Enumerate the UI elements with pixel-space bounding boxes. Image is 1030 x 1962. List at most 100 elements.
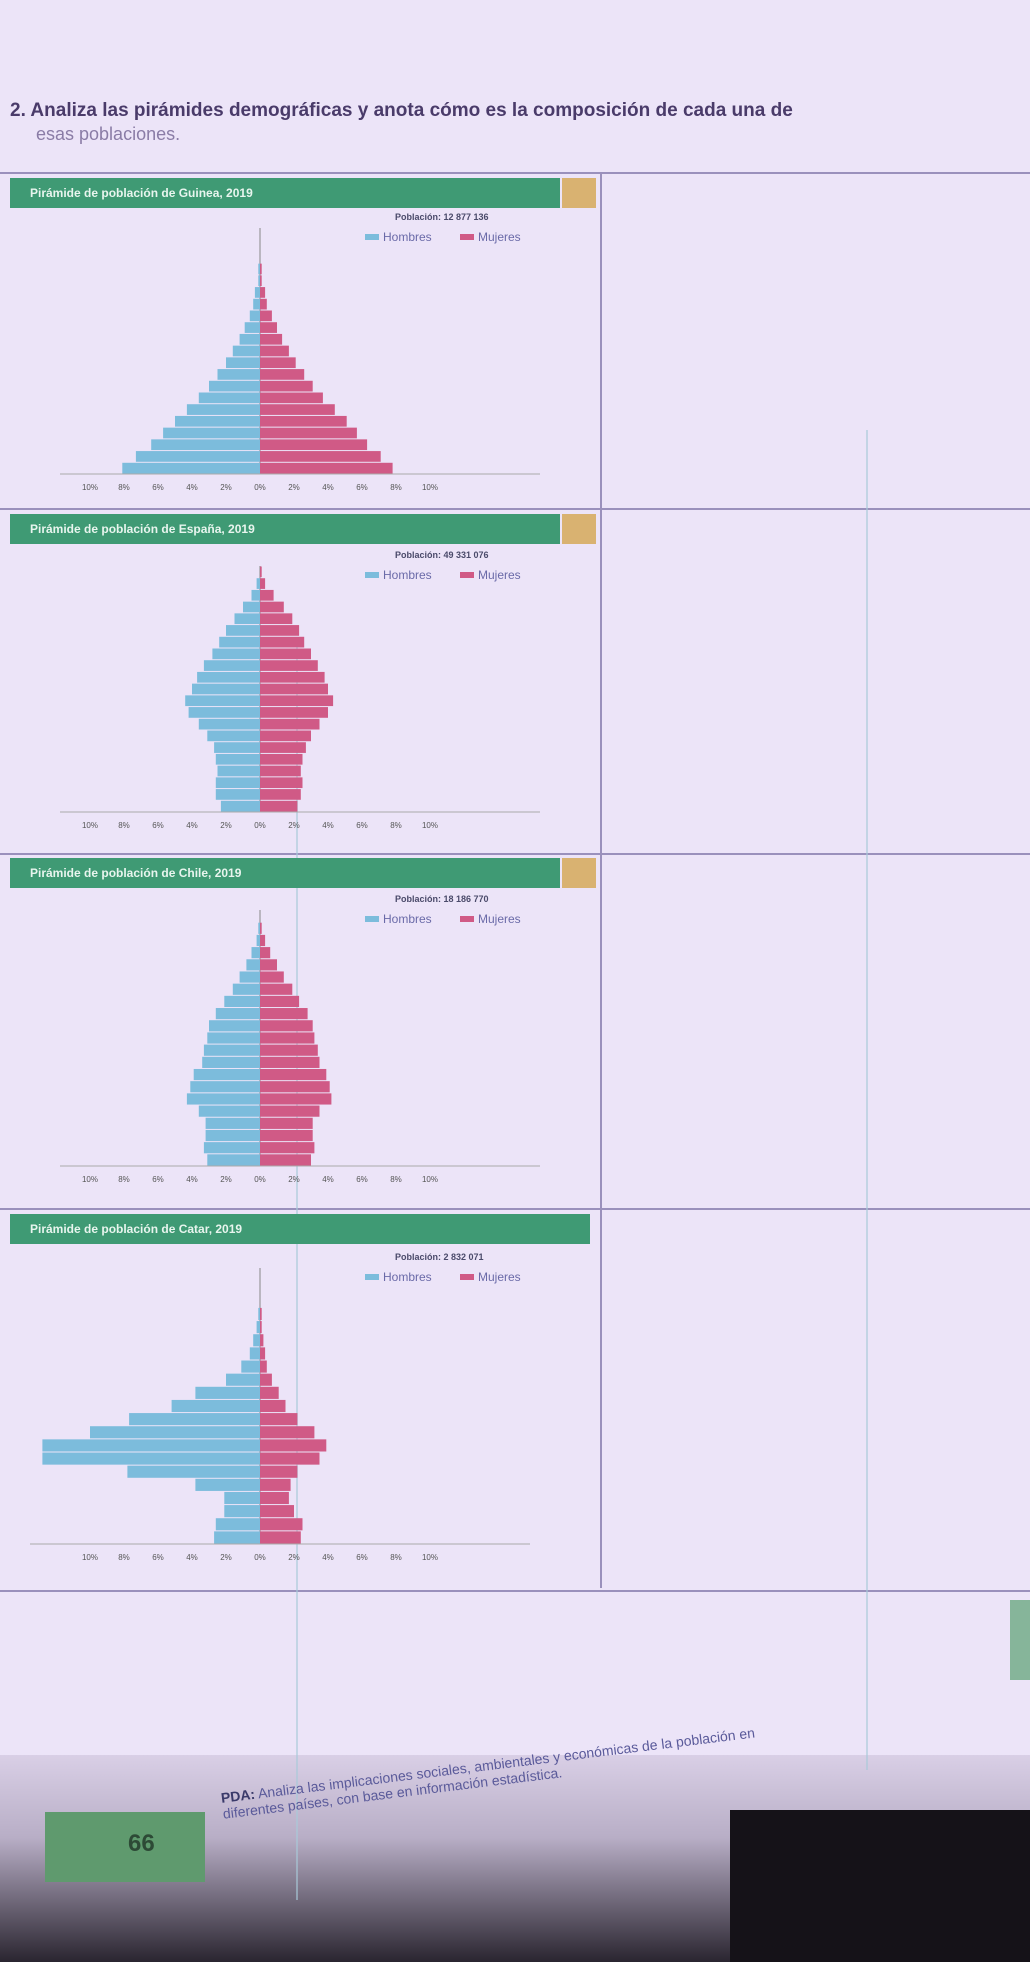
men-bar: [202, 1056, 260, 1068]
men-bar: [254, 287, 260, 298]
x-tick-label: 10%: [422, 1175, 438, 1184]
men-bar: [214, 742, 260, 753]
population-label: Población: 18 186 770: [395, 894, 489, 904]
men-bar: [226, 357, 260, 369]
women-bar: [260, 1105, 320, 1117]
x-tick-label: 8%: [118, 1175, 130, 1184]
women-bar: [260, 1399, 286, 1413]
men-bar: [151, 439, 260, 451]
x-tick-label: 4%: [186, 821, 198, 830]
men-bar: [215, 789, 260, 800]
men-bar: [127, 1465, 261, 1478]
men-bar: [192, 683, 260, 695]
men-bar: [198, 718, 260, 730]
women-bar: [260, 439, 368, 451]
legend-men: Hombres: [383, 230, 432, 244]
panel-tab: [562, 178, 596, 208]
pyramid-chart: 10% 8% 6% 4% 2% 0% 2% 4% 6% 8% 10% Población: 2 832…: [30, 1252, 530, 1562]
men-bar: [207, 1154, 260, 1166]
men-bar: [253, 1334, 260, 1347]
x-tick-label: 2%: [220, 483, 232, 492]
women-bar: [260, 1360, 267, 1373]
men-bar: [224, 1491, 260, 1505]
men-bar: [214, 1531, 260, 1544]
men-bar: [205, 1117, 260, 1129]
women-bar: [260, 1478, 291, 1491]
men-bar: [258, 922, 260, 934]
x-tick-label: 0%: [254, 483, 266, 492]
men-bar: [244, 322, 260, 333]
men-bar: [122, 462, 260, 474]
men-bar: [188, 707, 260, 718]
men-bar: [203, 1142, 260, 1154]
men-bar: [220, 800, 260, 812]
women-bar: [260, 1008, 308, 1020]
x-tick-label: 0%: [254, 821, 266, 830]
men-bar: [241, 1360, 260, 1373]
women-bar: [260, 1056, 320, 1068]
men-bar: [197, 671, 260, 683]
x-tick-label: 6%: [152, 821, 164, 830]
x-tick-label: 10%: [82, 821, 98, 830]
men-bar: [195, 1478, 260, 1491]
x-tick-label: 6%: [152, 1553, 164, 1562]
women-bar: [260, 1321, 262, 1334]
x-tick-label: 4%: [186, 1175, 198, 1184]
women-bar: [260, 322, 277, 333]
women-bar: [260, 1154, 311, 1166]
women-bar: [260, 660, 318, 671]
women-bar: [260, 1505, 294, 1518]
women-bar: [260, 427, 357, 439]
men-bar: [90, 1426, 260, 1439]
women-bar: [260, 1413, 298, 1426]
men-bar: [175, 415, 260, 427]
women-bar: [260, 1020, 313, 1032]
answer-row-2: [0, 508, 1030, 855]
men-bar: [42, 1439, 261, 1452]
men-bar: [198, 1105, 260, 1117]
answer-row-3: [0, 853, 1030, 1210]
legend-swatch-men: [365, 234, 379, 240]
panel-tab: [562, 514, 596, 544]
women-bar: [260, 369, 305, 380]
legend-women: Mujeres: [478, 230, 521, 244]
women-bar: [260, 765, 301, 777]
answer-row-1: [0, 172, 1030, 510]
pyramid-chart: 10% 8% 6% 4% 2% 0% 2% 4% 6% 8% 10% Población: 49 33…: [60, 550, 540, 830]
x-tick-label: 2%: [288, 1553, 300, 1562]
legend-men: Hombres: [383, 568, 432, 582]
men-bar: [226, 625, 260, 636]
women-bar: [260, 1439, 327, 1452]
pyramid-title: Pirámide de población de Catar, 2019: [10, 1214, 590, 1244]
chart-column: [0, 172, 602, 1588]
x-tick-label: 2%: [288, 483, 300, 492]
men-bar: [207, 1032, 260, 1044]
men-bar: [258, 263, 260, 275]
x-tick-label: 0%: [254, 1553, 266, 1562]
guide-line: [296, 640, 298, 1900]
men-bar: [258, 275, 260, 287]
women-bar: [260, 934, 266, 947]
x-tick-label: 6%: [152, 483, 164, 492]
x-tick-label: 6%: [356, 1175, 368, 1184]
women-bar: [260, 971, 284, 983]
women-bar: [260, 1334, 264, 1347]
page-number: 66: [128, 1830, 155, 1857]
women-bar: [260, 648, 311, 660]
women-bar: [260, 1142, 315, 1154]
men-bar: [256, 1321, 260, 1334]
men-bar: [212, 648, 260, 660]
legend-women: Mujeres: [478, 912, 521, 926]
women-bar: [260, 613, 293, 625]
dark-corner: [730, 1810, 1030, 1962]
women-bar: [260, 1068, 327, 1081]
women-bar: [260, 959, 277, 971]
legend-swatch-men: [365, 916, 379, 922]
women-bar: [260, 983, 293, 995]
women-bar: [260, 310, 272, 322]
men-bar: [215, 777, 260, 789]
guide-line: [866, 430, 868, 1770]
women-bar: [260, 589, 274, 601]
x-tick-label: 2%: [220, 1175, 232, 1184]
women-bar: [260, 333, 283, 345]
